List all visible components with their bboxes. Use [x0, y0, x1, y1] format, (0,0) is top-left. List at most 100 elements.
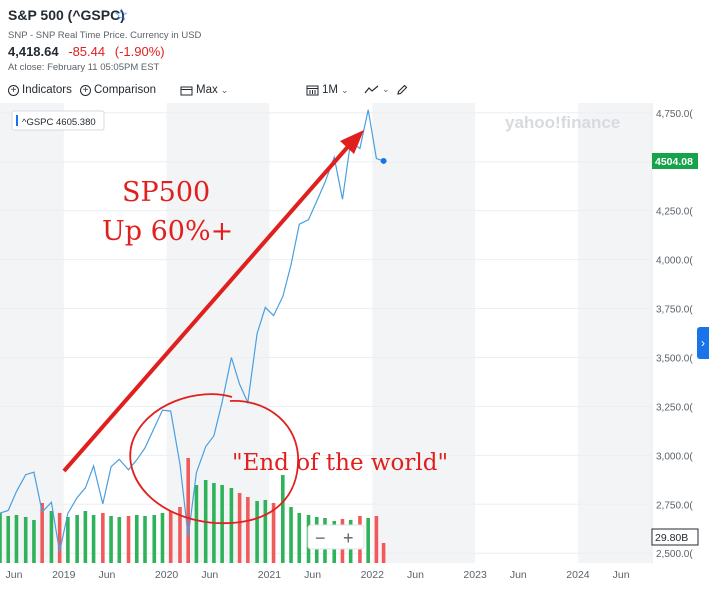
volume-bar	[23, 517, 28, 563]
zoom-in-button[interactable]	[338, 527, 362, 547]
volume-bar	[237, 493, 242, 563]
chevron-right-icon: ›	[701, 336, 705, 350]
arrow-shaft	[62, 140, 354, 473]
headline-line1: SP500	[122, 177, 210, 208]
x-tick-label: 2021	[258, 569, 282, 581]
volume-bar	[255, 501, 259, 563]
arrow-head	[340, 130, 364, 154]
y-tick-label: 4,250.0(	[656, 207, 693, 218]
volume-bar	[160, 513, 165, 563]
x-tick-label: Jun	[201, 569, 218, 581]
end-of-world-quote: "End of the world"	[232, 450, 448, 476]
x-tick-label: 2019	[52, 569, 76, 581]
calendar-icon	[180, 86, 193, 95]
watermark: yahoo!finance	[505, 113, 620, 132]
comparison-label: Comparison	[94, 84, 156, 96]
volume-bar	[168, 511, 173, 563]
volume-bar	[297, 513, 302, 563]
volume-bar	[366, 518, 370, 563]
volume-bar	[134, 515, 139, 563]
volume-bar	[152, 515, 157, 563]
horizontal-gridlines	[0, 112, 652, 554]
draw-tool-button[interactable]	[396, 84, 408, 96]
volume-bar	[263, 500, 268, 563]
last-point	[380, 157, 387, 164]
annotation-circle	[129, 393, 299, 524]
volume-bar	[14, 515, 19, 563]
y-tick-label: 3,500.0(	[656, 353, 693, 364]
expand-panel-button[interactable]: ›	[697, 327, 709, 359]
volume-bar	[40, 503, 44, 563]
year-band	[166, 103, 270, 563]
range-dropdown[interactable]: Max ⌄	[180, 84, 228, 96]
price-change-percent: (-1.90%)	[114, 44, 165, 59]
indicators-button[interactable]: + Indicators	[8, 84, 72, 96]
x-tick-label: 2020	[155, 569, 179, 581]
volume-tag-text: 29.80B	[655, 532, 688, 544]
y-tick-label: 4,750.0(	[656, 109, 693, 120]
chart-area[interactable]: yahoo!finance 2,500.0( 2,750.0( 3,000.0( 3,…	[0, 103, 721, 589]
volume-bar	[57, 513, 62, 563]
volume-tag: 29.80B	[651, 528, 699, 546]
volume-bar	[83, 511, 88, 563]
plus-circle-icon: +	[80, 84, 91, 96]
x-tick-label: Jun	[407, 569, 424, 581]
volume-bar	[374, 516, 379, 563]
page-title: S&P 500 (^GSPC)	[8, 7, 125, 23]
year-band	[0, 103, 64, 563]
volume-bar	[178, 507, 182, 563]
volume-bar	[246, 497, 250, 563]
volume-bar	[126, 516, 131, 563]
last-price-tag-text: 4504.08	[655, 156, 693, 168]
volume-tag-bg	[651, 528, 699, 546]
zoom-controls: − +	[307, 524, 365, 550]
x-tick-label: Jun	[6, 569, 23, 581]
volume-bar	[229, 488, 234, 563]
volume-bar	[32, 520, 36, 563]
volume-bar	[143, 516, 147, 563]
volume-bar	[0, 513, 2, 563]
volume-bar	[101, 513, 105, 563]
interval-label: 1M	[322, 84, 338, 96]
close-timestamp: At close: February 11 05:05PM EST	[8, 62, 160, 73]
y-tick-label: 3,000.0(	[656, 451, 693, 462]
volume-bar	[289, 507, 293, 563]
price-row: 4,418.64 -85.44 (-1.90%)	[8, 44, 165, 59]
plus-circle-icon: +	[8, 84, 19, 96]
chart-type-dropdown[interactable]: ⌄	[364, 84, 390, 95]
chevron-down-icon: ⌄	[340, 84, 349, 95]
time-axis: Jun 2019 Jun 2020 Jun 2021 Jun 2022 Jun 2023 Jun 20…	[6, 569, 630, 581]
volume-bar	[109, 516, 113, 563]
comparison-button[interactable]: + Comparison	[80, 84, 156, 96]
volume-bar	[186, 458, 190, 563]
year-band	[372, 103, 476, 563]
last-price: 4,418.64	[8, 44, 59, 59]
x-tick-label: Jun	[304, 569, 321, 581]
legend-chip[interactable]: ^GSPC 4605.380	[11, 110, 105, 131]
zoom-out-button[interactable]	[310, 527, 334, 547]
pencil-icon	[397, 84, 408, 95]
y-tick-label: 2,750.0(	[656, 500, 693, 511]
star-icon[interactable]: ☆	[114, 7, 129, 24]
x-tick-label: 2023	[463, 569, 487, 581]
legend-box	[11, 110, 105, 131]
volume-bar	[194, 485, 199, 563]
price-axis: 2,500.0( 2,750.0( 3,000.0( 3,250.0( 3,500.0(…	[656, 109, 693, 560]
last-price-tag-bg	[652, 153, 698, 169]
y-tick-label: 3,250.0(	[656, 402, 693, 413]
range-label: Max	[196, 84, 218, 96]
x-tick-label: 2022	[361, 569, 385, 581]
volume-bar	[281, 475, 285, 563]
y-tick-label: 2,500.0(	[656, 549, 693, 560]
volume-bar	[117, 517, 122, 563]
chevron-down-icon: ⌄	[220, 84, 229, 95]
indicators-label: Indicators	[22, 84, 72, 96]
last-price-tag: 4504.08	[652, 153, 698, 169]
y-tick-label: 4,000.0(	[656, 256, 693, 267]
volume-bar	[381, 543, 386, 563]
y-tick-label: 3,750.0(	[656, 305, 693, 316]
legend-swatch	[16, 115, 18, 126]
volume-bar	[75, 515, 79, 563]
interval-dropdown[interactable]: 1M ⌄	[306, 84, 349, 96]
